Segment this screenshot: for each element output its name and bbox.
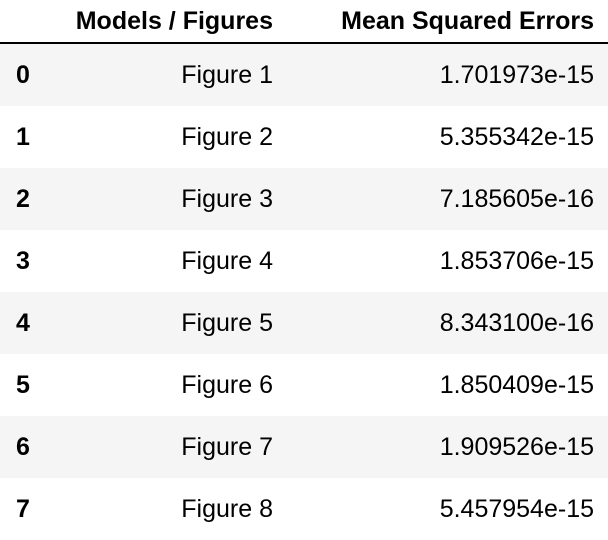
mse-cell: 7.185605e-16 xyxy=(439,184,594,213)
mse-cell: 1.909526e-15 xyxy=(439,432,594,461)
model-cell: Figure 3 xyxy=(181,184,273,213)
header-row: Models / Figures Mean Squared Errors xyxy=(0,0,608,44)
row-index: 4 xyxy=(16,308,30,337)
row-index: 2 xyxy=(16,184,30,213)
model-cell: Figure 6 xyxy=(181,370,273,399)
mean-squared-errors-column-header: Mean Squared Errors xyxy=(287,0,608,44)
models-figures-column-header: Models / Figures xyxy=(45,0,287,44)
model-cell: Figure 2 xyxy=(181,122,273,151)
model-cell: Figure 4 xyxy=(181,246,273,275)
index-column-header xyxy=(0,0,45,44)
table-row: 5 Figure 6 1.850409e-15 xyxy=(0,354,608,416)
table-header: Models / Figures Mean Squared Errors xyxy=(0,0,608,44)
row-index: 6 xyxy=(16,432,30,461)
mse-cell: 1.853706e-15 xyxy=(439,246,594,275)
row-index: 5 xyxy=(16,370,30,399)
table-row: 2 Figure 3 7.185605e-16 xyxy=(0,168,608,230)
row-index: 7 xyxy=(16,494,30,523)
mse-cell: 8.343100e-16 xyxy=(439,308,594,337)
table-body: 0 Figure 1 1.701973e-15 1 Figure 2 5.355… xyxy=(0,43,608,540)
row-index: 3 xyxy=(16,246,30,275)
model-cell: Figure 8 xyxy=(181,494,273,523)
row-index: 1 xyxy=(16,122,30,151)
mse-cell: 1.850409e-15 xyxy=(439,370,594,399)
table-row: 6 Figure 7 1.909526e-15 xyxy=(0,416,608,478)
table-row: 0 Figure 1 1.701973e-15 xyxy=(0,43,608,106)
table-row: 7 Figure 8 5.457954e-15 xyxy=(0,478,608,540)
table-row: 3 Figure 4 1.853706e-15 xyxy=(0,230,608,292)
mse-cell: 1.701973e-15 xyxy=(439,60,594,89)
mse-cell: 5.355342e-15 xyxy=(439,122,594,151)
table-row: 1 Figure 2 5.355342e-15 xyxy=(0,106,608,168)
mse-cell: 5.457954e-15 xyxy=(439,494,594,523)
row-index: 0 xyxy=(16,60,30,89)
model-cell: Figure 1 xyxy=(181,60,273,89)
model-cell: Figure 7 xyxy=(181,432,273,461)
model-cell: Figure 5 xyxy=(181,308,273,337)
table-row: 4 Figure 5 8.343100e-16 xyxy=(0,292,608,354)
